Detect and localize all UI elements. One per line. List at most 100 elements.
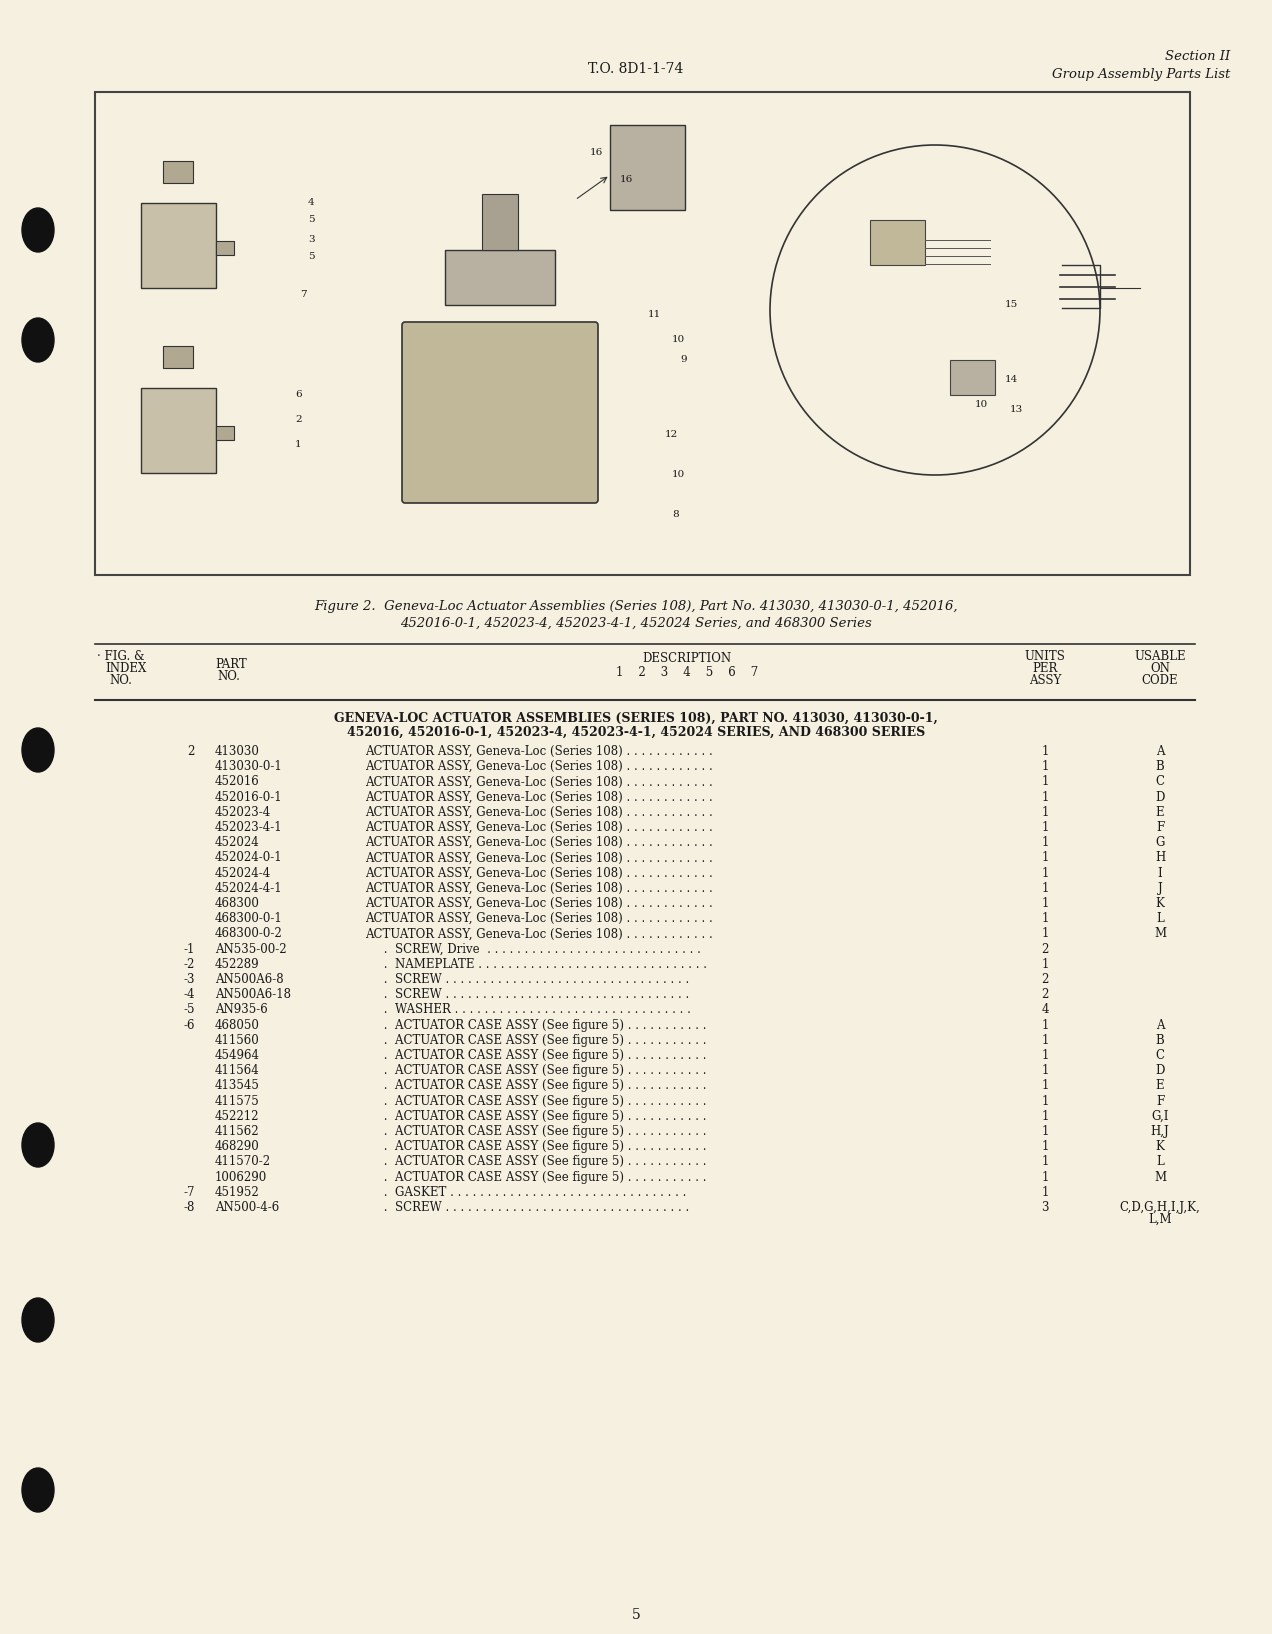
- Text: B: B: [1156, 1034, 1164, 1047]
- Text: 8: 8: [672, 510, 679, 520]
- Text: 411560: 411560: [215, 1034, 259, 1047]
- Text: 468300-0-2: 468300-0-2: [215, 928, 282, 941]
- Text: 2: 2: [188, 745, 195, 758]
- Text: 9: 9: [681, 355, 687, 364]
- Text: Group Assembly Parts List: Group Assembly Parts List: [1052, 69, 1230, 82]
- Text: ACTUATOR ASSY, Geneva-Loc (Series 108) . . . . . . . . . . . .: ACTUATOR ASSY, Geneva-Loc (Series 108) .…: [365, 851, 712, 864]
- Text: 4: 4: [1042, 1003, 1048, 1016]
- Text: G: G: [1155, 837, 1165, 850]
- Text: ACTUATOR ASSY, Geneva-Loc (Series 108) . . . . . . . . . . . .: ACTUATOR ASSY, Geneva-Loc (Series 108) .…: [365, 760, 712, 773]
- Text: ACTUATOR ASSY, Geneva-Loc (Series 108) . . . . . . . . . . . .: ACTUATOR ASSY, Geneva-Loc (Series 108) .…: [365, 882, 712, 895]
- Text: 10: 10: [672, 335, 686, 345]
- Text: PART: PART: [215, 659, 247, 672]
- Text: .  WASHER . . . . . . . . . . . . . . . . . . . . . . . . . . . . . . . .: . WASHER . . . . . . . . . . . . . . . .…: [365, 1003, 691, 1016]
- Text: 2: 2: [295, 415, 301, 423]
- Text: .  ACTUATOR CASE ASSY (See figure 5) . . . . . . . . . . .: . ACTUATOR CASE ASSY (See figure 5) . . …: [365, 1141, 706, 1154]
- Text: 5: 5: [308, 216, 314, 224]
- Text: 468300: 468300: [215, 897, 259, 910]
- Text: 3: 3: [1042, 1201, 1048, 1214]
- Text: PER: PER: [1033, 662, 1058, 675]
- Text: ACTUATOR ASSY, Geneva-Loc (Series 108) . . . . . . . . . . . .: ACTUATOR ASSY, Geneva-Loc (Series 108) .…: [365, 745, 712, 758]
- Text: 1: 1: [1042, 1155, 1048, 1168]
- Text: 2: 2: [1042, 943, 1048, 956]
- Bar: [445, 250, 555, 306]
- Text: M: M: [1154, 1170, 1166, 1183]
- Text: 1: 1: [1042, 912, 1048, 925]
- Text: H: H: [1155, 851, 1165, 864]
- Text: 16: 16: [590, 149, 603, 157]
- Text: M: M: [1154, 928, 1166, 941]
- Text: .  ACTUATOR CASE ASSY (See figure 5) . . . . . . . . . . .: . ACTUATOR CASE ASSY (See figure 5) . . …: [365, 1095, 706, 1108]
- Text: 452023-4-1: 452023-4-1: [215, 820, 282, 833]
- Bar: [611, 124, 686, 211]
- Text: 10: 10: [672, 471, 686, 479]
- Bar: [215, 240, 234, 255]
- Text: 1: 1: [1042, 760, 1048, 773]
- Text: 468050: 468050: [215, 1018, 259, 1031]
- Text: ASSY: ASSY: [1029, 673, 1061, 686]
- Text: 1: 1: [1042, 1049, 1048, 1062]
- Text: 1: 1: [1042, 1141, 1048, 1154]
- Bar: [870, 221, 925, 265]
- Text: 1: 1: [1042, 1034, 1048, 1047]
- Text: 411562: 411562: [215, 1124, 259, 1137]
- Text: 4: 4: [308, 198, 314, 208]
- Text: .  SCREW . . . . . . . . . . . . . . . . . . . . . . . . . . . . . . . . .: . SCREW . . . . . . . . . . . . . . . . …: [365, 989, 689, 1002]
- Text: .  ACTUATOR CASE ASSY (See figure 5) . . . . . . . . . . .: . ACTUATOR CASE ASSY (See figure 5) . . …: [365, 1049, 706, 1062]
- Text: L,M: L,M: [1149, 1212, 1172, 1226]
- Text: ACTUATOR ASSY, Geneva-Loc (Series 108) . . . . . . . . . . . .: ACTUATOR ASSY, Geneva-Loc (Series 108) .…: [365, 928, 712, 941]
- Text: K: K: [1155, 1141, 1164, 1154]
- Text: ACTUATOR ASSY, Geneva-Loc (Series 108) . . . . . . . . . . . .: ACTUATOR ASSY, Geneva-Loc (Series 108) .…: [365, 837, 712, 850]
- Text: GENEVA-LOC ACTUATOR ASSEMBLIES (SERIES 108), PART NO. 413030, 413030-0-1,: GENEVA-LOC ACTUATOR ASSEMBLIES (SERIES 1…: [335, 712, 937, 725]
- Text: 15: 15: [1005, 301, 1019, 309]
- Text: 1: 1: [1042, 866, 1048, 879]
- Text: 2: 2: [1042, 972, 1048, 985]
- Text: 7: 7: [300, 289, 307, 299]
- Text: C: C: [1155, 1049, 1164, 1062]
- Text: 1: 1: [1042, 1109, 1048, 1123]
- Text: 1: 1: [1042, 1095, 1048, 1108]
- Text: UNITS: UNITS: [1024, 650, 1066, 663]
- Text: .  ACTUATOR CASE ASSY (See figure 5) . . . . . . . . . . .: . ACTUATOR CASE ASSY (See figure 5) . . …: [365, 1124, 706, 1137]
- Text: 452023-4: 452023-4: [215, 806, 271, 819]
- Text: .  SCREW . . . . . . . . . . . . . . . . . . . . . . . . . . . . . . . . .: . SCREW . . . . . . . . . . . . . . . . …: [365, 1201, 689, 1214]
- Text: ACTUATOR ASSY, Geneva-Loc (Series 108) . . . . . . . . . . . .: ACTUATOR ASSY, Geneva-Loc (Series 108) .…: [365, 820, 712, 833]
- Text: 12: 12: [665, 430, 678, 440]
- Text: 1: 1: [1042, 1080, 1048, 1093]
- Text: DESCRIPTION: DESCRIPTION: [642, 652, 731, 665]
- Text: 13: 13: [1010, 405, 1023, 413]
- Text: ACTUATOR ASSY, Geneva-Loc (Series 108) . . . . . . . . . . . .: ACTUATOR ASSY, Geneva-Loc (Series 108) .…: [365, 806, 712, 819]
- Text: -2: -2: [183, 958, 195, 971]
- Text: 14: 14: [1005, 374, 1019, 384]
- Text: D: D: [1155, 1064, 1165, 1077]
- Bar: [163, 160, 193, 183]
- Text: .  GASKET . . . . . . . . . . . . . . . . . . . . . . . . . . . . . . . .: . GASKET . . . . . . . . . . . . . . . .…: [365, 1186, 687, 1199]
- Text: 1: 1: [1042, 1018, 1048, 1031]
- Text: AN500-4-6: AN500-4-6: [215, 1201, 280, 1214]
- Text: 1: 1: [1042, 820, 1048, 833]
- Text: L: L: [1156, 1155, 1164, 1168]
- Bar: [95, 92, 1191, 575]
- Text: B: B: [1156, 760, 1164, 773]
- Text: 1: 1: [1042, 897, 1048, 910]
- Text: 452016, 452016-0-1, 452023-4, 452023-4-1, 452024 SERIES, AND 468300 SERIES: 452016, 452016-0-1, 452023-4, 452023-4-1…: [347, 725, 925, 739]
- Text: 1: 1: [1042, 882, 1048, 895]
- Text: J: J: [1158, 882, 1163, 895]
- Text: K: K: [1155, 897, 1164, 910]
- Text: -3: -3: [183, 972, 195, 985]
- Text: 452289: 452289: [215, 958, 259, 971]
- Text: 1: 1: [1042, 837, 1048, 850]
- Text: .  NAMEPLATE . . . . . . . . . . . . . . . . . . . . . . . . . . . . . . .: . NAMEPLATE . . . . . . . . . . . . . . …: [365, 958, 707, 971]
- Text: 452016: 452016: [215, 776, 259, 788]
- Text: 1: 1: [1042, 958, 1048, 971]
- Ellipse shape: [22, 1123, 53, 1167]
- Text: -7: -7: [183, 1186, 195, 1199]
- Text: H,J: H,J: [1151, 1124, 1169, 1137]
- Text: 1: 1: [1042, 1170, 1048, 1183]
- Text: 10: 10: [976, 400, 988, 408]
- Bar: [482, 194, 518, 250]
- Text: 411570-2: 411570-2: [215, 1155, 271, 1168]
- Text: C,D,G,H,I,J,K,: C,D,G,H,I,J,K,: [1119, 1201, 1201, 1214]
- Text: .  SCREW, Drive  . . . . . . . . . . . . . . . . . . . . . . . . . . . . .: . SCREW, Drive . . . . . . . . . . . . .…: [365, 943, 701, 956]
- Text: 411575: 411575: [215, 1095, 259, 1108]
